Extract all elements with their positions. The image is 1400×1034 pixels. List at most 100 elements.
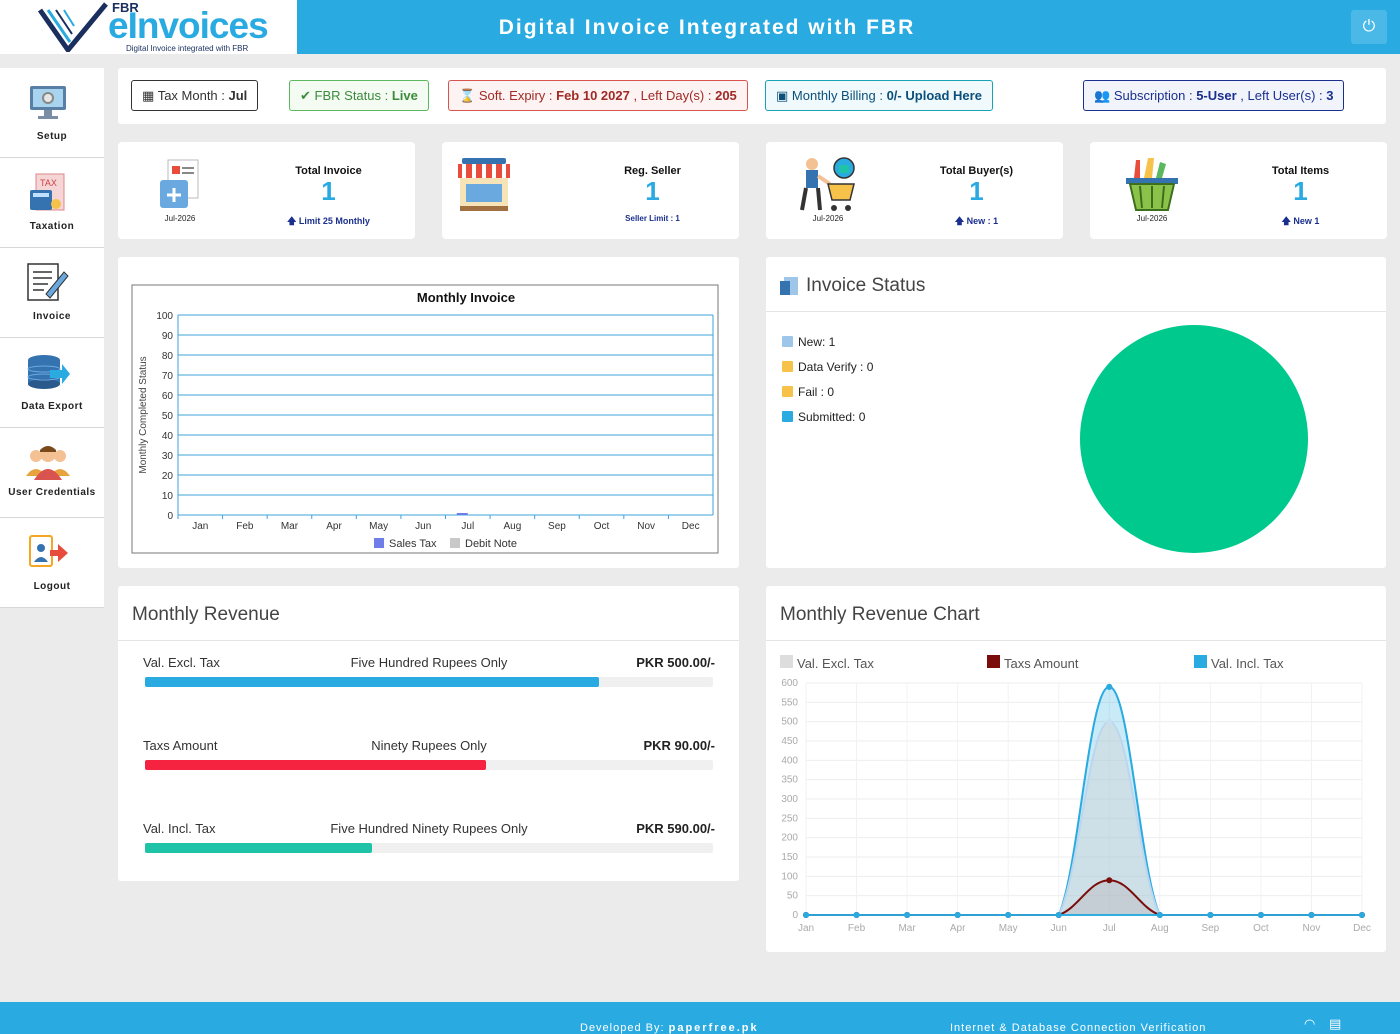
point-val-incl-tax[interactable]: [1156, 912, 1163, 918]
total-buyers-card[interactable]: Jul-2026 Total Buyer(s) 1 🡅 New : 1: [766, 142, 1063, 239]
card-subtext-value: New 1: [1293, 216, 1320, 226]
point-val-incl-tax[interactable]: [1055, 912, 1062, 918]
total-items-card[interactable]: Jul-2026 Total Items 1 🡅 New 1: [1090, 142, 1387, 239]
footer-site-link[interactable]: paperfree.pk: [668, 1022, 759, 1034]
point-val-incl-tax[interactable]: [1207, 912, 1214, 918]
subscription-chip[interactable]: 👥 Subscription : 5-User , Left User(s) :…: [1083, 80, 1345, 111]
invoice-document-icon: [160, 159, 199, 208]
monthly-billing-value: 0/-: [886, 88, 902, 103]
point-val-excl-tax[interactable]: [1106, 718, 1113, 725]
point-val-incl-tax[interactable]: [803, 912, 809, 918]
sidebar-item-user-credentials[interactable]: User Credentials: [0, 428, 104, 518]
y-tick-label: 80: [162, 351, 174, 362]
legend-swatch: [987, 655, 1000, 668]
point-val-incl-tax[interactable]: [1257, 912, 1264, 918]
logo-fbr-text: FBR: [112, 0, 139, 15]
hourglass-icon: ⌛: [459, 88, 476, 103]
subscription-mid: , Left User(s) :: [1236, 88, 1327, 103]
fbr-status-chip[interactable]: ✔ FBR Status : Live: [289, 80, 429, 111]
legend-label[interactable]: Sales Tax: [389, 538, 437, 550]
point-val-incl-tax[interactable]: [1308, 912, 1315, 918]
database-icon: ▤: [1328, 1016, 1342, 1031]
point-val-incl-tax[interactable]: [853, 912, 860, 918]
logo[interactable]: FBR eInvoices Digital Invoice integrated…: [0, 0, 297, 54]
footer-developed-by: Developed By: paperfree.pk: [580, 1022, 759, 1034]
y-tick-label: 10: [162, 491, 174, 502]
card-subtext-value: Limit 25 Monthly: [298, 216, 370, 226]
logo-check-icon: [38, 2, 108, 52]
legend-label[interactable]: Taxs Amount: [1004, 656, 1079, 671]
soft-expiry-mid: , Left Day(s) :: [629, 88, 716, 103]
status-label: Data Verify : 0: [798, 360, 874, 374]
bar-sales-tax[interactable]: [456, 513, 468, 515]
total-invoice-card[interactable]: Jul-2026 Total Invoice 1 🡅 Limit 25 Mont…: [118, 142, 415, 239]
revenue-progress-track: [145, 677, 713, 687]
y-tick-label: 150: [781, 852, 798, 863]
tax-month-chip[interactable]: ▦ Tax Month : Jul: [131, 80, 259, 111]
x-tick-label: Jul: [1103, 923, 1116, 934]
basket-icon: [1126, 158, 1178, 211]
legend-label[interactable]: Val. Incl. Tax: [1211, 656, 1284, 671]
invoice-status-pie-chart: [1080, 325, 1308, 553]
point-val-incl-tax[interactable]: [1359, 912, 1365, 918]
x-tick-label: Jun: [415, 521, 431, 532]
page-title: Digital Invoice Integrated with FBR: [498, 16, 916, 39]
monthly-revenue-panel: Monthly Revenue Val. Excl. Tax Five Hundr…: [118, 586, 739, 881]
y-tick-label: 400: [781, 755, 798, 766]
sidebar-label-invoice: Invoice: [33, 311, 71, 322]
point-val-incl-tax[interactable]: [904, 912, 911, 918]
users-icon: [26, 446, 70, 480]
tax-month-label: Tax Month :: [157, 88, 229, 103]
status-label: New: 1: [798, 335, 836, 349]
monthly-revenue-chart-title: Monthly Revenue Chart: [780, 604, 980, 625]
sidebar-item-invoice[interactable]: Invoice: [0, 248, 104, 338]
soft-expiry-label: Soft. Expiry :: [478, 88, 557, 103]
area-taxs-amount: [806, 880, 1362, 915]
x-tick-label: Jul: [461, 521, 474, 532]
legend-label[interactable]: Val. Excl. Tax: [797, 656, 874, 671]
users-group-icon: 👥: [1094, 88, 1111, 103]
revenue-progress-fill: [145, 760, 486, 770]
chart-y-axis-label: Monthly Completed Status: [138, 356, 149, 473]
sidebar-item-setup[interactable]: Setup: [0, 68, 104, 158]
sidebar-label-data-export: Data Export: [21, 401, 83, 412]
y-tick-label: 200: [781, 833, 798, 844]
point-val-incl-tax[interactable]: [954, 912, 961, 918]
card-value: 1: [321, 176, 336, 206]
soft-expiry-chip[interactable]: ⌛ Soft. Expiry : Feb 10 2027 , Left Day(…: [448, 80, 748, 111]
monthly-billing-chip[interactable]: ▣ Monthly Billing : 0/- Upload Here: [765, 80, 993, 111]
monthly-billing-label: Monthly Billing :: [791, 88, 887, 103]
top-header: FBR eInvoices Digital Invoice integrated…: [0, 0, 1400, 54]
subscription-value: 5-User: [1196, 88, 1237, 103]
sidebar-label-taxation: Taxation: [29, 221, 75, 232]
status-swatch-icon: [782, 386, 793, 397]
revenue-row: Val. Excl. Tax Five Hundred Rupees Only PK…: [143, 655, 715, 691]
sidebar-item-logout[interactable]: Logout: [0, 518, 104, 608]
x-tick-label: Dec: [1353, 923, 1371, 934]
card-subtext: Seller Limit : 1: [625, 214, 680, 223]
x-tick-label: Sep: [548, 521, 566, 532]
x-tick-label: Oct: [1253, 923, 1269, 934]
x-tick-label: Mar: [898, 923, 916, 934]
sidebar-item-data-export[interactable]: Data Export: [0, 338, 104, 428]
y-tick-label: 600: [781, 678, 798, 689]
point-taxs-amount[interactable]: [1106, 877, 1113, 884]
point-val-incl-tax[interactable]: [1106, 683, 1113, 690]
status-swatch-icon: [782, 336, 793, 347]
sidebar-item-taxation[interactable]: TAX Taxation: [0, 158, 104, 248]
card-title: Total Invoice: [295, 165, 362, 177]
card-value: 1: [969, 176, 984, 206]
x-tick-label: Oct: [594, 521, 610, 532]
revenue-progress-fill: [145, 843, 373, 853]
y-tick-label: 450: [781, 736, 798, 747]
power-button[interactable]: ⏻: [1351, 10, 1387, 44]
x-tick-label: Feb: [236, 521, 254, 532]
point-val-incl-tax[interactable]: [1005, 912, 1012, 918]
upload-here-link[interactable]: Upload Here: [905, 88, 982, 103]
footer-connection-verification: Internet & Database Connection Verificat…: [950, 1022, 1207, 1034]
revenue-amount: PKR 90.00/-: [643, 738, 715, 753]
legend-label[interactable]: Debit Note: [465, 538, 517, 550]
pie-slice-new[interactable]: [1080, 325, 1308, 553]
y-tick-label: 500: [781, 717, 798, 728]
reg-seller-card[interactable]: Reg. Seller 1 Seller Limit : 1: [442, 142, 739, 239]
